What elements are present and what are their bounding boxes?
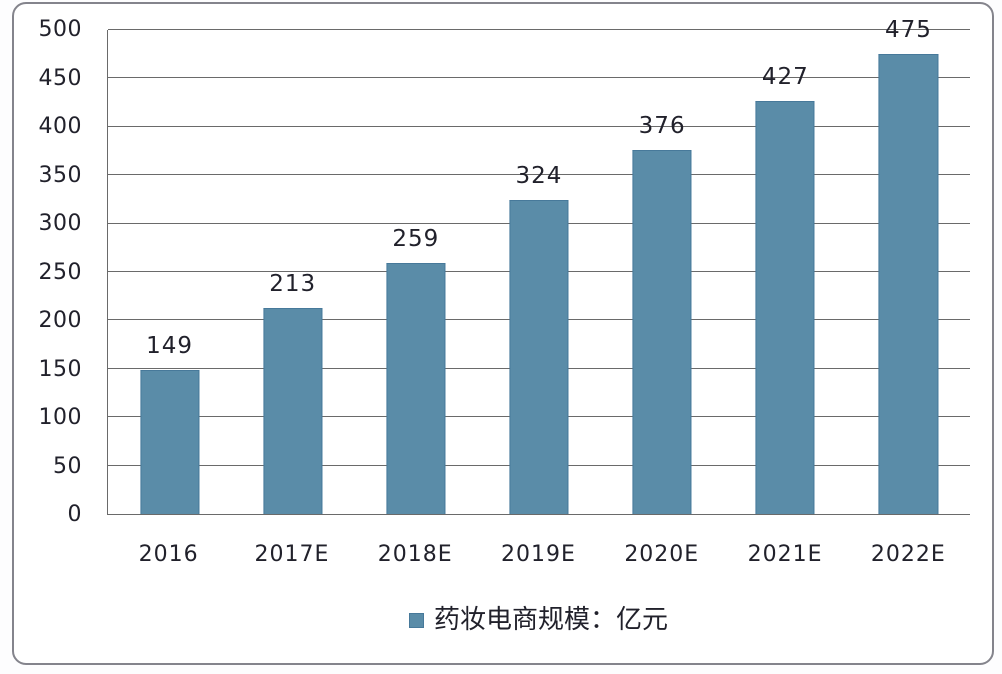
y-axis-tick-label: 0 (67, 502, 82, 527)
y-axis-tick-label: 450 (38, 65, 82, 91)
bar-2018E (386, 263, 446, 514)
gridline (108, 125, 970, 127)
legend-marker-icon (408, 612, 424, 628)
bar-value-label: 475 (884, 17, 932, 44)
bar-2019E (509, 200, 569, 514)
y-axis-tick-label: 350 (38, 162, 82, 188)
x-axis: 2016 2017E 2018E 2019E 2020E 2021E 2022E (107, 542, 970, 568)
bar-slot: 427 (724, 30, 847, 514)
chart-card: 0 50 100 150 200 250 300 350 400 450 500 149 213 259… (12, 2, 994, 665)
x-axis-tick-label: 2022E (870, 542, 946, 567)
bar-value-label: 376 (638, 113, 686, 140)
bar-value-label: 427 (761, 63, 809, 90)
bar-value-label: 324 (515, 163, 563, 190)
y-axis-tick-label: 500 (38, 17, 82, 42)
x-axis-tick-label: 2016 (138, 542, 199, 567)
bar-value-label: 259 (392, 226, 440, 253)
bar-slot: 324 (477, 30, 600, 514)
x-axis-tick-label: 2017E (254, 542, 330, 567)
legend: 药妆电商规模：亿元 (107, 605, 970, 635)
x-axis-tick-label: 2018E (377, 542, 453, 567)
bar-2017E (263, 307, 323, 514)
y-axis-tick-label: 200 (38, 308, 82, 333)
x-axis-tick-label: 2021E (747, 542, 823, 567)
y-axis-tick-label: 100 (38, 405, 82, 430)
bar-slot: 259 (354, 30, 477, 514)
y-axis-tick-label: 50 (53, 453, 82, 479)
bar-slot: 475 (847, 18, 970, 514)
gridline (108, 29, 970, 30)
x-axis-tick-label: 2019E (501, 542, 576, 567)
bar-slot: 376 (601, 30, 724, 514)
bar-value-label: 149 (146, 332, 194, 359)
y-axis: 0 50 100 150 200 250 300 350 400 450 500 (14, 19, 82, 526)
bar-series: 149 213 259 324 376 427 475 (108, 18, 970, 514)
bar-2021E (755, 100, 815, 514)
gridline (108, 174, 970, 176)
bar-slot: 213 (231, 30, 354, 514)
bar-2020E (632, 150, 692, 514)
y-axis-tick-label: 300 (38, 211, 82, 236)
x-axis-tick-label: 2020E (624, 542, 700, 567)
plot-area: 149 213 259 324 376 427 475 (107, 18, 970, 515)
y-axis-tick-label: 250 (38, 259, 82, 285)
y-axis-tick-label: 400 (38, 114, 82, 139)
y-axis-tick-label: 150 (38, 356, 82, 382)
bar-2016 (140, 369, 200, 514)
bar-2022E (878, 54, 938, 514)
legend-label: 药妆电商规模：亿元 (433, 605, 668, 635)
gridline (108, 77, 970, 79)
bar-value-label: 213 (269, 270, 317, 297)
bar-slot: 149 (108, 30, 231, 514)
